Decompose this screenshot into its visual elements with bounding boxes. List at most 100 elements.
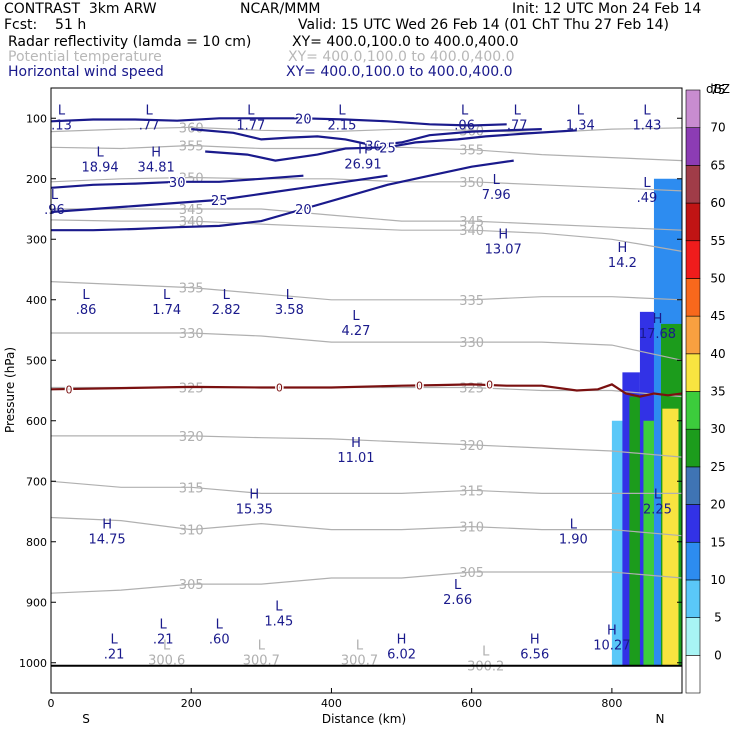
y-tick-label: 100 [26, 112, 47, 125]
extremum-marker: L [493, 173, 501, 188]
extremum-marker: L [514, 103, 522, 118]
theta-contour-label: 350 [459, 176, 484, 191]
colorbar-swatch [685, 278, 701, 317]
colorbar-tick-label: 25 [710, 460, 725, 474]
plot-frame [50, 87, 683, 694]
colorbar-tick-label: 50 [710, 271, 725, 285]
theta-contour-330 [51, 332, 683, 361]
wind-contour-20 [51, 159, 514, 232]
colorbar-tick-label: 45 [710, 309, 725, 323]
y-tick-label: 200 [26, 173, 47, 186]
extremum-marker: L [146, 103, 154, 118]
extremum-marker: H [498, 227, 508, 242]
extremum-value: .13 [51, 118, 72, 133]
extremum-value: 6.56 [520, 648, 549, 663]
colorbar-tick-label: 10 [710, 573, 725, 587]
theta-contour-340 [50, 219, 683, 252]
extremum-marker: H [530, 633, 540, 648]
extremum-marker: L [163, 288, 171, 303]
field3-name: Horizontal wind speed [8, 64, 164, 80]
extremum-value: .77 [507, 118, 528, 133]
theta-contour-label: 345 [459, 215, 484, 230]
extremum-marker: H [151, 146, 161, 161]
extremum-marker: L [110, 633, 118, 648]
theta-contour-335 [50, 281, 683, 301]
wind-contour-30 [50, 174, 304, 189]
x-end-label-left: S [82, 712, 90, 726]
colorbar-swatch [685, 89, 701, 128]
theta-contour-label: 345 [179, 203, 204, 218]
y-tick-label: 900 [26, 596, 47, 609]
freezing-level-line [50, 383, 683, 398]
theta-contour-label: 315 [459, 484, 484, 499]
theta-contour-label: 335 [459, 294, 484, 309]
y-tick-label: 800 [26, 536, 47, 549]
extremum-marker: L [286, 288, 294, 303]
theta-contour-label: 305 [459, 566, 484, 581]
theta-contour-label: 325 [179, 381, 204, 396]
extremum-value: 15.35 [236, 502, 273, 517]
colorbar-tick-label: 65 [710, 158, 725, 172]
extremum-value: 1.74 [152, 303, 181, 318]
extremum-value: 3.58 [275, 303, 304, 318]
field1-name: Radar reflectivity (lamda = 10 cm) [8, 34, 252, 50]
freezing-level-label: 0 [416, 380, 423, 393]
extremum-value: 2.25 [643, 502, 672, 517]
extremum-value: 13.07 [485, 242, 522, 257]
x-tick-label: 600 [461, 697, 482, 710]
extremum-marker: L [216, 618, 224, 633]
theta-contour-345 [51, 208, 683, 231]
extremum-value: .60 [209, 633, 230, 648]
extremum-value: .21 [153, 633, 174, 648]
colorbar-swatch [685, 315, 701, 355]
extremum-value: 6.02 [387, 648, 416, 663]
extremum-value: .49 [637, 191, 658, 206]
colorbar-tick-label: 30 [710, 422, 725, 436]
extremum-marker: L [258, 639, 266, 654]
colorbar-unit: dBZ [706, 82, 730, 96]
extremum-marker: H [351, 436, 361, 451]
freezing-level-label: 0 [486, 378, 493, 391]
colorbar-tick-label: 70 [710, 121, 725, 135]
theta-contour-label: 355 [179, 139, 204, 154]
extremum-marker: L [577, 103, 585, 118]
theta-contour-label: 315 [179, 481, 204, 496]
freezing-level-label: 0 [276, 381, 283, 394]
theta-contour-label: 355 [459, 144, 484, 159]
extremum-marker: L [570, 518, 578, 533]
extremum-marker: L [482, 645, 490, 660]
colorbar-swatch [685, 202, 701, 242]
extremum-marker: L [654, 487, 662, 502]
extremum-value: 4.27 [342, 324, 371, 339]
y-tick-label: 300 [26, 233, 47, 246]
y-tick-label: 1000 [19, 657, 47, 670]
theta-contour-360 [50, 126, 683, 134]
theta-contour-350 [50, 176, 683, 192]
theta-contour-label: 310 [459, 521, 484, 536]
y-tick-label: 400 [26, 294, 47, 307]
x-tick-label: 0 [48, 697, 55, 710]
extremum-marker: H [249, 487, 259, 502]
wind-contour-label: 20 [295, 112, 312, 127]
colorbar-swatch [685, 579, 701, 618]
extremum-value: 2.15 [327, 118, 356, 133]
colorbar-tick-label: 60 [710, 196, 725, 210]
extremum-marker: L [454, 578, 462, 593]
colorbar-tick-label: 40 [710, 347, 725, 361]
extremum-value: 10.27 [593, 639, 630, 654]
extremum-marker: L [160, 618, 168, 633]
extremum-value: 14.75 [88, 533, 125, 548]
extremum-marker: L [247, 103, 255, 118]
x-end-label-right: N [656, 712, 665, 726]
field2-name: Potential temperature [8, 49, 162, 65]
colorbar-swatch [685, 391, 701, 430]
extremum-value: 2.66 [443, 593, 472, 608]
extremum-marker: H [618, 241, 628, 256]
wind-contour-25 [205, 129, 577, 162]
colorbar-swatch [685, 655, 701, 694]
theta-contour-label: 305 [179, 578, 204, 593]
colorbar-swatch [685, 504, 701, 543]
extremum-marker: L [643, 103, 651, 118]
colorbar-swatch [685, 466, 701, 505]
x-axis-title: Distance (km) [322, 712, 406, 726]
